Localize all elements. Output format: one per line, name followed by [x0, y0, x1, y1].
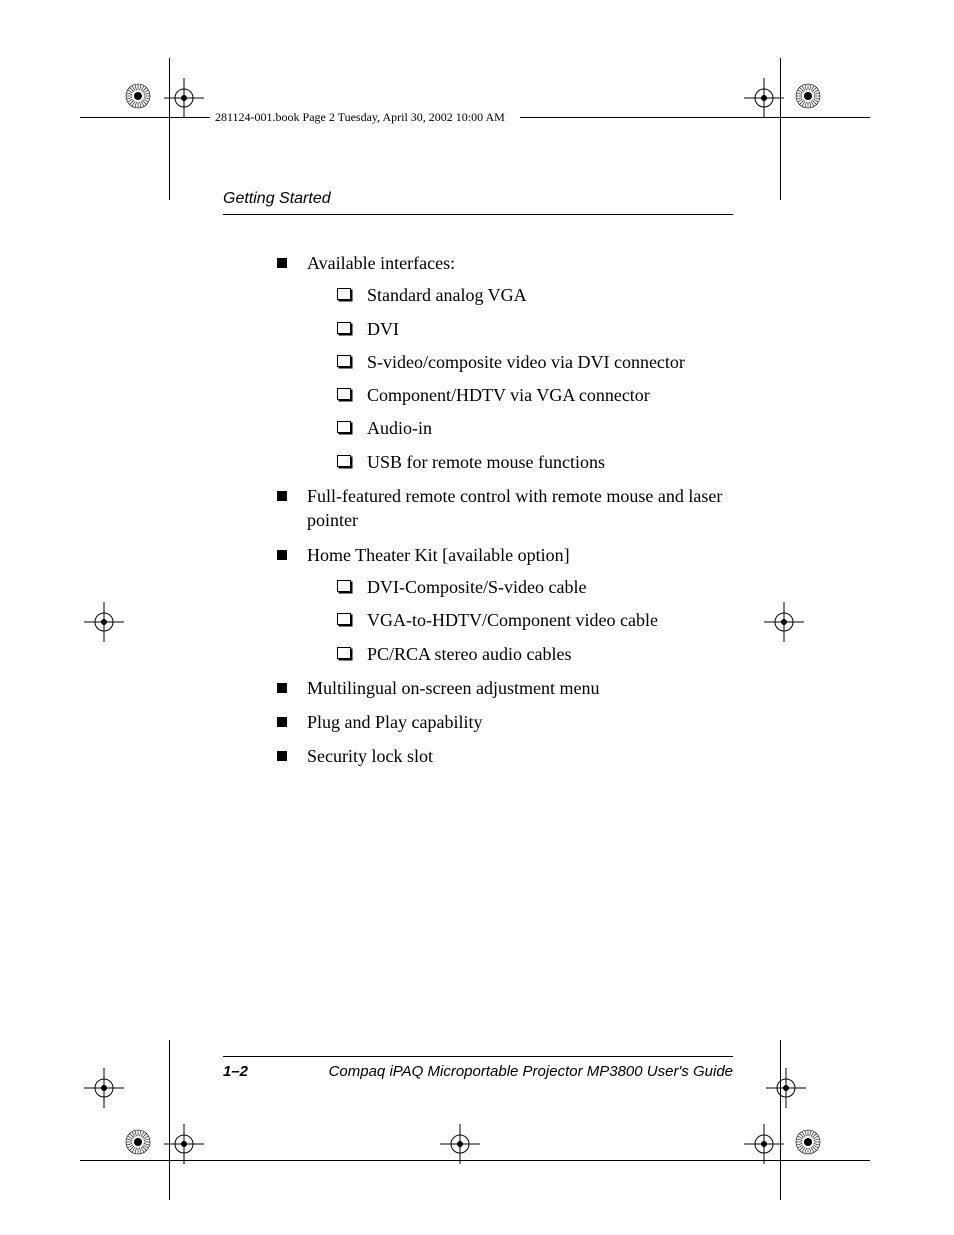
list-item-text: USB for remote mouse functions [367, 452, 605, 472]
crop-line [80, 117, 210, 118]
crosshair-mark [744, 1124, 784, 1164]
list-item-text: Audio-in [367, 418, 432, 438]
crop-line [780, 58, 781, 200]
list-item: Full-featured remote control with remote… [277, 484, 733, 533]
list-item: PC/RCA stereo audio cables [337, 642, 733, 666]
crosshair-mark [766, 1068, 806, 1108]
ornament-mark [795, 1129, 821, 1155]
list-item: DVI [337, 317, 733, 341]
page-number: 1–2 [223, 1063, 248, 1080]
list-item: USB for remote mouse functions [337, 450, 733, 474]
crop-line [169, 58, 170, 200]
crosshair-mark [84, 602, 124, 642]
feature-sublist: Standard analog VGA DVI S-video/composit… [307, 283, 733, 474]
list-item-text: Multilingual on-screen adjustment menu [307, 678, 599, 698]
feature-list: Available interfaces: Standard analog VG… [223, 251, 733, 769]
crosshair-mark [440, 1124, 480, 1164]
crop-line [169, 1040, 170, 1200]
crosshair-mark [764, 602, 804, 642]
list-item: Component/HDTV via VGA connector [337, 383, 733, 407]
list-item-text: Plug and Play capability [307, 712, 482, 732]
list-item: S-video/composite video via DVI connecto… [337, 350, 733, 374]
ornament-mark [125, 83, 151, 109]
crosshair-mark [744, 78, 784, 118]
feature-sublist: DVI-Composite/S-video cable VGA-to-HDTV/… [307, 575, 733, 666]
list-item-text: Available interfaces: [307, 253, 455, 273]
list-item-text: Home Theater Kit [available option] [307, 545, 570, 565]
list-item: Available interfaces: Standard analog VG… [277, 251, 733, 474]
list-item-text: S-video/composite video via DVI connecto… [367, 352, 685, 372]
doc-title: Compaq iPAQ Microportable Projector MP38… [329, 1063, 733, 1080]
list-item: Plug and Play capability [277, 710, 733, 734]
crosshair-mark [84, 1068, 124, 1108]
list-item: Standard analog VGA [337, 283, 733, 307]
page-footer: 1–2 Compaq iPAQ Microportable Projector … [223, 1056, 733, 1080]
crosshair-mark [164, 1124, 204, 1164]
list-item: Multilingual on-screen adjustment menu [277, 676, 733, 700]
list-item-text: Security lock slot [307, 746, 433, 766]
crop-line [80, 1160, 870, 1161]
list-item: DVI-Composite/S-video cable [337, 575, 733, 599]
section-rule [223, 214, 733, 215]
crosshair-mark [164, 78, 204, 118]
list-item-text: Standard analog VGA [367, 285, 527, 305]
list-item-text: PC/RCA stereo audio cables [367, 644, 571, 664]
ornament-mark [125, 1129, 151, 1155]
crop-line [520, 117, 870, 118]
list-item: Security lock slot [277, 744, 733, 768]
list-item: Home Theater Kit [available option] DVI-… [277, 543, 733, 666]
source-file-header: 281124-001.book Page 2 Tuesday, April 30… [215, 110, 505, 125]
list-item-text: Full-featured remote control with remote… [307, 486, 722, 530]
crop-line [780, 1040, 781, 1200]
list-item-text: VGA-to-HDTV/Component video cable [367, 610, 658, 630]
list-item: VGA-to-HDTV/Component video cable [337, 608, 733, 632]
section-title: Getting Started [223, 190, 733, 208]
list-item-text: Component/HDTV via VGA connector [367, 385, 650, 405]
page-content: Getting Started Available interfaces: St… [223, 190, 733, 779]
list-item-text: DVI-Composite/S-video cable [367, 577, 586, 597]
list-item-text: DVI [367, 319, 399, 339]
ornament-mark [795, 83, 821, 109]
list-item: Audio-in [337, 416, 733, 440]
